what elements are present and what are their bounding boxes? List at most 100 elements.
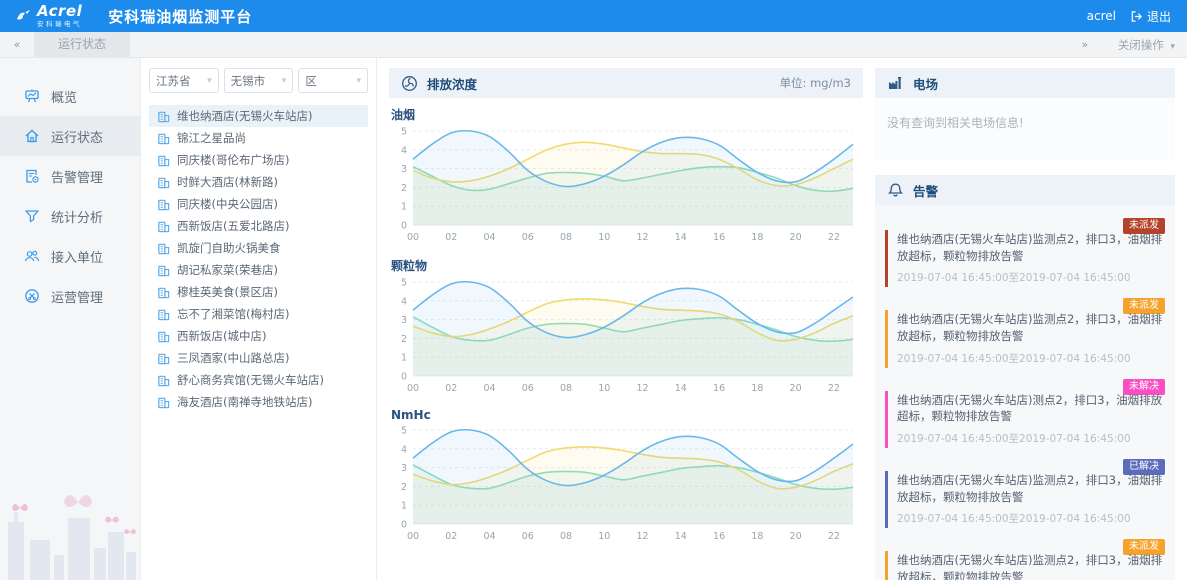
alarm-list: 未派发 维也纳酒店(无锡火车站店)监测点2，排口3，油烟排放超标，颗粒物排放告警… bbox=[875, 205, 1175, 580]
store-name: 西新饭店(五爱北路店) bbox=[177, 219, 290, 233]
building-icon bbox=[157, 132, 170, 145]
svg-text:5: 5 bbox=[401, 278, 407, 289]
building-icon bbox=[157, 264, 170, 277]
svg-text:00: 00 bbox=[407, 383, 419, 394]
svg-text:16: 16 bbox=[713, 232, 725, 243]
field-section-title: 电场 bbox=[913, 76, 939, 92]
svg-text:04: 04 bbox=[483, 531, 495, 542]
district-select[interactable]: 区 ▾ bbox=[298, 68, 369, 93]
close-operations-dropdown[interactable]: 关闭操作 ▾ bbox=[1118, 37, 1175, 53]
svg-text:06: 06 bbox=[522, 383, 534, 394]
store-list-item[interactable]: 海友酒店(南禅寺地铁站店) bbox=[149, 391, 368, 413]
alarm-section-header: 告警 bbox=[875, 175, 1175, 205]
status-badge: 已解决 bbox=[1123, 459, 1165, 476]
region-filters: 江苏省 ▾ 无锡市 ▾ 区 ▾ bbox=[149, 68, 369, 93]
chart-block: 颗粒物 0 1 2 3 4 5 00 02 04 06 08 10 12 14 16 18 20 22 bbox=[389, 257, 863, 400]
city-select[interactable]: 无锡市 ▾ bbox=[223, 68, 294, 93]
svg-text:12: 12 bbox=[637, 232, 649, 243]
status-badge: 未派发 bbox=[1123, 539, 1165, 556]
username[interactable]: acrel bbox=[1086, 9, 1116, 23]
sidebar-item-stats[interactable]: 统计分析 bbox=[0, 196, 140, 236]
store-list-item[interactable]: 忘不了湘菜馆(梅村店) bbox=[149, 303, 368, 325]
store-list-item[interactable]: 西新饭店(城中店) bbox=[149, 325, 368, 347]
alarm-time: 2019-07-04 16:45:00至2019-07-04 16:45:00 bbox=[897, 272, 1131, 285]
store-name: 忘不了湘菜馆(梅村店) bbox=[177, 307, 290, 321]
svg-text:22: 22 bbox=[828, 531, 840, 542]
building-icon bbox=[157, 110, 170, 123]
svg-text:02: 02 bbox=[445, 383, 457, 394]
svg-text:02: 02 bbox=[445, 531, 457, 542]
svg-text:5: 5 bbox=[401, 426, 407, 437]
chart-title: 颗粒物 bbox=[391, 259, 428, 273]
sidebar-item-alarm-manage[interactable]: 告警管理 bbox=[0, 156, 140, 196]
store-list-item[interactable]: 穆桂英美食(景区店) bbox=[149, 281, 368, 303]
alarm-item[interactable]: 未解决 维也纳酒店(无锡火车站店)测点2，排口3，油烟排放超标，颗粒物排放告警 … bbox=[885, 374, 1165, 449]
sidebar-item-label: 接入单位 bbox=[51, 250, 104, 266]
logout-icon bbox=[1131, 10, 1142, 22]
collapse-left-icon[interactable]: « bbox=[13, 38, 21, 51]
svg-text:00: 00 bbox=[407, 232, 419, 243]
store-list-item[interactable]: 锦江之星品尚 bbox=[149, 127, 368, 149]
store-list-item[interactable]: 同庆楼(中央公园店) bbox=[149, 193, 368, 215]
svg-text:14: 14 bbox=[675, 531, 687, 542]
chevron-down-icon: ▾ bbox=[1170, 41, 1175, 52]
chart-title: 油烟 bbox=[391, 108, 416, 122]
logout-button[interactable]: 退出 bbox=[1130, 8, 1171, 25]
logo-text: Acrel bbox=[37, 2, 83, 21]
alarm-item[interactable]: 未派发 维也纳酒店(无锡火车站店)监测点2，排口3，油烟排放超标，颗粒物排放告警… bbox=[885, 534, 1165, 580]
svg-text:16: 16 bbox=[713, 383, 725, 394]
chart-title: NmHc bbox=[391, 408, 431, 422]
store-list-item[interactable]: 舒心商务宾馆(无锡火车站店) bbox=[149, 369, 368, 391]
status-badge: 未派发 bbox=[1123, 298, 1165, 315]
sidebar-item-overview[interactable]: 概览 bbox=[0, 76, 140, 116]
unit-label: 单位: mg/m3 bbox=[779, 76, 851, 90]
chart-block: 油烟 0 1 2 3 4 5 00 02 04 06 08 10 12 14 16 18 20 22 bbox=[389, 106, 863, 249]
acrel-logo: Acrel 安科瑞电气 bbox=[16, 4, 82, 28]
sidebar-item-ops[interactable]: 运营管理 bbox=[0, 276, 140, 316]
emission-panel: 排放浓度 单位: mg/m3 油烟 0 1 2 3 4 5 00 02 04 06 08 10 12 14… bbox=[377, 58, 875, 580]
alarm-item[interactable]: 未派发 维也纳酒店(无锡火车站店)监测点2，排口3，油烟排放超标，颗粒物排放告警… bbox=[885, 213, 1165, 288]
svg-text:20: 20 bbox=[790, 383, 802, 394]
building-icon bbox=[157, 396, 170, 409]
sidebar-item-run-status[interactable]: 运行状态 bbox=[0, 116, 140, 156]
store-list-item[interactable]: 时鲜大酒店(林新路) bbox=[149, 171, 368, 193]
svg-text:3: 3 bbox=[401, 315, 407, 326]
store-list-item[interactable]: 胡记私家菜(荣巷店) bbox=[149, 259, 368, 281]
logout-label: 退出 bbox=[1146, 9, 1171, 24]
svg-text:22: 22 bbox=[828, 232, 840, 243]
alarm-text: 维也纳酒店(无锡火车站店)监测点2，排口3，油烟排放超标，颗粒物排放告警 bbox=[897, 312, 1163, 344]
svg-text:2: 2 bbox=[401, 482, 407, 493]
province-select[interactable]: 江苏省 ▾ bbox=[149, 68, 219, 93]
top-header: Acrel 安科瑞电气 安科瑞油烟监测平台 acrel 退出 bbox=[0, 0, 1187, 32]
store-list-item[interactable]: 同庆楼(哥伦布广场店) bbox=[149, 149, 368, 171]
svg-text:0: 0 bbox=[401, 221, 407, 232]
factory-icon bbox=[887, 75, 904, 92]
svg-text:20: 20 bbox=[790, 232, 802, 243]
emission-panel-header: 排放浓度 单位: mg/m3 bbox=[389, 68, 863, 98]
store-list-item[interactable]: 三凤酒家(中山路总店) bbox=[149, 347, 368, 369]
tab-run-status[interactable]: 运行状态 bbox=[34, 31, 131, 58]
alarm-text: 维也纳酒店(无锡火车站店)测点2，排口3，油烟排放超标，颗粒物排放告警 bbox=[897, 392, 1163, 424]
alarm-time: 2019-07-04 16:45:00至2019-07-04 16:45:00 bbox=[897, 513, 1131, 526]
store-list-item[interactable]: 西新饭店(五爱北路店) bbox=[149, 215, 368, 237]
sidebar-item-units[interactable]: 接入单位 bbox=[0, 236, 140, 276]
alarm-time: 2019-07-04 16:45:00至2019-07-04 16:45:00 bbox=[897, 433, 1131, 446]
alarm-text: 维也纳酒店(无锡火车站店)监测点2，排口3，油烟排放超标，颗粒物排放告警 bbox=[897, 473, 1163, 504]
store-list-item[interactable]: 凯旋门自助火锅美食 bbox=[149, 237, 368, 259]
store-name: 维也纳酒店(无锡火车站店) bbox=[177, 109, 313, 123]
district-select-value: 区 bbox=[305, 73, 317, 88]
alarm-time: 2019-07-04 16:45:00至2019-07-04 16:45:00 bbox=[897, 352, 1131, 365]
svg-text:12: 12 bbox=[637, 531, 649, 542]
store-name: 西新饭店(城中店) bbox=[177, 329, 267, 343]
alarm-item[interactable]: 未派发 维也纳酒店(无锡火车站店)监测点2，排口3，油烟排放超标，颗粒物排放告警… bbox=[885, 293, 1165, 368]
store-list-item[interactable]: 维也纳酒店(无锡火车站店) bbox=[149, 105, 368, 127]
svg-text:4: 4 bbox=[401, 444, 407, 455]
alarm-manage-icon bbox=[24, 168, 40, 184]
collapse-right-icon[interactable]: » bbox=[1081, 38, 1089, 51]
right-panel: 电场 没有查询到相关电场信息! 告警 未派发 维也纳酒店(无锡火车站店)监测点2… bbox=[875, 58, 1187, 580]
building-icon bbox=[157, 154, 170, 167]
svg-text:18: 18 bbox=[751, 383, 763, 394]
alarm-item[interactable]: 已解决 维也纳酒店(无锡火车站店)监测点2，排口3，油烟排放超标，颗粒物排放告警… bbox=[885, 454, 1165, 529]
